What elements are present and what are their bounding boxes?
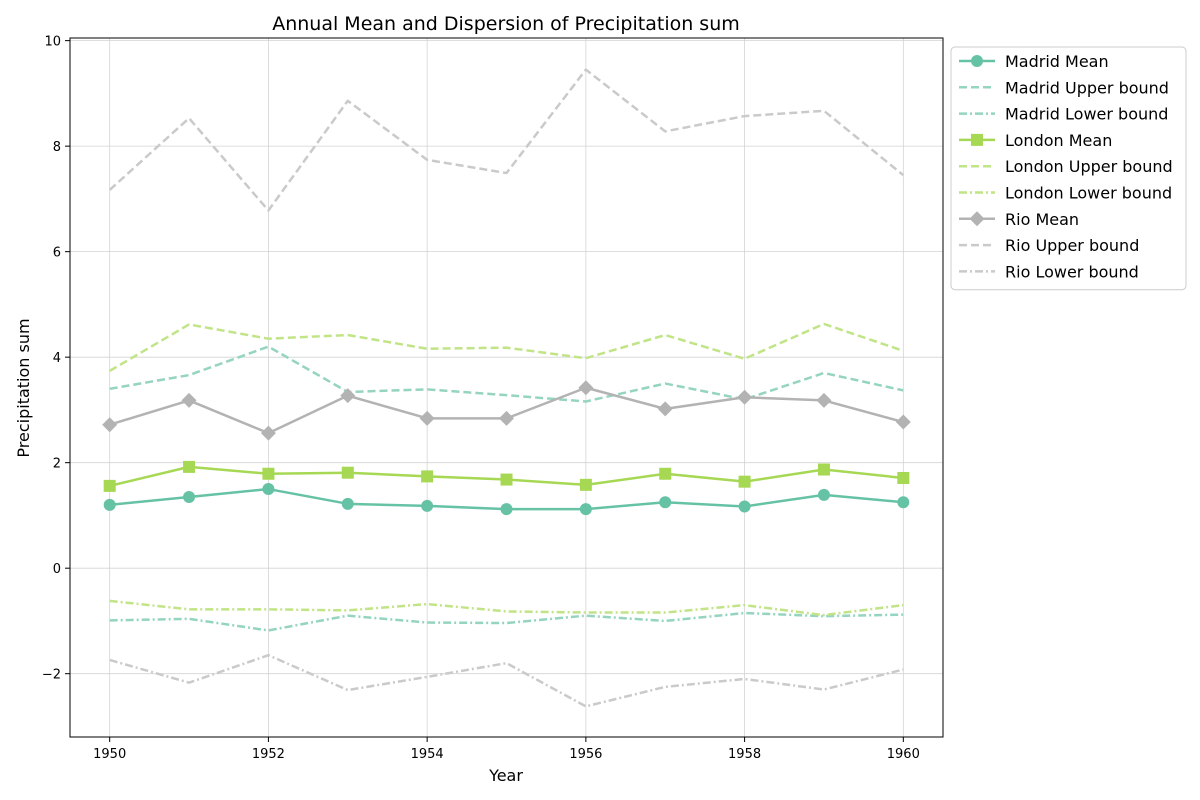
- madrid-mean-point: [500, 503, 513, 516]
- legend-label: Madrid Mean: [1005, 52, 1109, 71]
- legend-item-madrid-lower-bound: Madrid Lower bound: [959, 105, 1168, 124]
- series-madrid-upper-bound: [109, 345, 904, 403]
- london-mean-point: [262, 467, 275, 480]
- rio-upper-bound-line: [108, 68, 905, 212]
- legend-label: London Lower bound: [1005, 184, 1172, 203]
- x-tick-label: 1954: [411, 747, 444, 762]
- rio-mean-point: [260, 425, 276, 441]
- legend-box: [950, 46, 1187, 291]
- legend-label: Rio Lower bound: [1005, 262, 1139, 281]
- rio-mean-point: [340, 388, 356, 404]
- y-axis-title: Precipitation sum: [14, 318, 33, 457]
- y-axis: −2 0 2 4 6 8 10: [42, 35, 70, 683]
- rio-mean-point: [578, 380, 594, 396]
- grid: [70, 38, 943, 737]
- london-mean-point: [817, 463, 830, 476]
- legend-label: Madrid Lower bound: [1005, 105, 1168, 124]
- series-madrid-mean: [103, 483, 910, 516]
- london-mean-point: [421, 470, 434, 483]
- legend-item-madrid-upper-bound: Madrid Upper bound: [959, 78, 1169, 97]
- series-rio-lower-bound: [109, 653, 904, 708]
- madrid-mean-point: [817, 488, 830, 501]
- y-tick-label: 0: [53, 562, 61, 577]
- x-tick-label: 1950: [93, 747, 126, 762]
- legend-item-rio-lower-bound: Rio Lower bound: [959, 262, 1139, 281]
- rio-mean-point: [499, 410, 514, 426]
- rio-mean-point: [181, 392, 197, 408]
- legend-item-rio-mean: Rio Mean: [959, 210, 1079, 229]
- madrid-mean-point: [262, 483, 275, 496]
- y-tick-label: 10: [44, 35, 61, 50]
- series-london-mean: [103, 460, 910, 492]
- london-lower-bound-line: [109, 599, 904, 617]
- london-mean-point: [897, 471, 910, 484]
- y-tick-label: 6: [53, 246, 61, 261]
- london-mean-point: [579, 478, 592, 491]
- rio-lower-bound-line: [109, 653, 904, 708]
- series-layer: [102, 68, 911, 708]
- legend-label: Madrid Upper bound: [1005, 78, 1169, 97]
- london-mean-point: [341, 466, 354, 479]
- london-mean-point: [659, 467, 672, 480]
- x-tick-label: 1956: [569, 747, 602, 762]
- x-tick-label: 1952: [252, 747, 285, 762]
- series-rio-mean: [102, 380, 911, 441]
- legend-item-london-lower-bound: London Lower bound: [959, 184, 1172, 203]
- plot-frame: [69, 37, 944, 738]
- y-tick-label: 8: [53, 140, 61, 155]
- chart-title: Annual Mean and Dispersion of Precipitat…: [272, 13, 740, 35]
- series-london-upper-bound: [109, 322, 904, 372]
- series-madrid-lower-bound: [109, 611, 904, 632]
- legend-marker: [971, 55, 983, 67]
- series-london-lower-bound: [109, 599, 904, 617]
- madrid-mean-point: [579, 503, 592, 516]
- madrid-mean-point: [421, 499, 434, 512]
- legend-marker: [969, 211, 985, 227]
- x-axis-title: Year: [488, 766, 523, 785]
- rio-mean-point: [816, 392, 832, 408]
- x-tick-label: 1958: [728, 747, 761, 762]
- madrid-mean-point: [341, 497, 354, 510]
- legend-label: Rio Upper bound: [1005, 236, 1139, 255]
- legend-label: Rio Mean: [1005, 210, 1079, 229]
- madrid-mean-point: [738, 500, 751, 513]
- legend-marker: [971, 133, 983, 146]
- madrid-lower-bound-line: [109, 611, 904, 632]
- rio-mean-point: [737, 389, 753, 405]
- london-mean-point: [500, 473, 513, 486]
- rio-mean-point: [102, 417, 118, 433]
- madrid-mean-point: [897, 496, 910, 509]
- legend-item-london-upper-bound: London Upper bound: [959, 157, 1173, 176]
- legend: Madrid Mean Madrid Upper bound Madrid Lowe…: [950, 46, 1187, 291]
- y-tick-label: 4: [53, 351, 61, 366]
- rio-mean-point: [657, 401, 673, 417]
- x-tick-label: 1960: [887, 747, 920, 762]
- x-axis: 1950 1952 1954 1956 1958 1960: [93, 737, 920, 762]
- y-tick-label: 2: [53, 457, 61, 472]
- legend-item-london-mean: London Mean: [959, 131, 1112, 150]
- legend-item-madrid-mean: Madrid Mean: [959, 52, 1109, 71]
- london-upper-bound-line: [109, 322, 904, 372]
- rio-mean-point: [895, 414, 911, 430]
- legend-label: London Mean: [1005, 131, 1112, 150]
- legend-label: London Upper bound: [1005, 157, 1173, 176]
- legend-item-rio-upper-bound: Rio Upper bound: [959, 236, 1139, 255]
- london-mean-point: [103, 479, 116, 492]
- madrid-mean-point: [183, 490, 196, 503]
- y-tick-label: −2: [42, 668, 61, 683]
- madrid-mean-point: [659, 496, 672, 509]
- rio-mean-point: [419, 410, 435, 426]
- london-mean-point: [738, 475, 751, 488]
- london-mean-point: [183, 460, 196, 473]
- madrid-mean-point: [103, 498, 116, 511]
- series-rio-upper-bound: [108, 68, 905, 212]
- madrid-upper-bound-line: [109, 345, 904, 403]
